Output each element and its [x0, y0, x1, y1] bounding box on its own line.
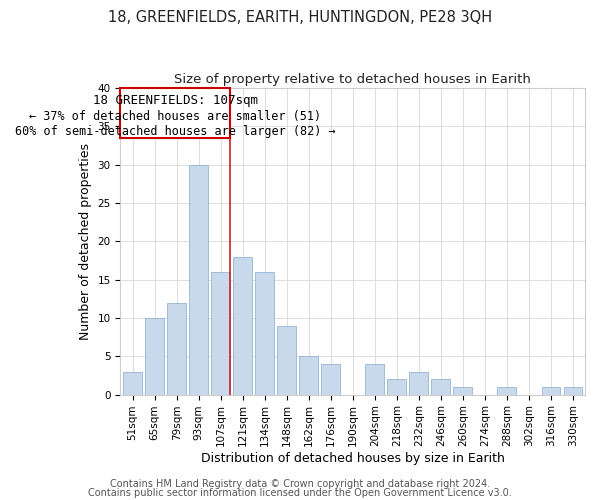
Bar: [454, 387, 472, 394]
Bar: [189, 164, 208, 394]
Text: 60% of semi-detached houses are larger (82) →: 60% of semi-detached houses are larger (…: [15, 125, 335, 138]
Bar: [123, 372, 142, 394]
Bar: [542, 387, 560, 394]
Bar: [256, 272, 274, 394]
Title: Size of property relative to detached houses in Earith: Size of property relative to detached ho…: [175, 72, 531, 86]
Text: ← 37% of detached houses are smaller (51): ← 37% of detached houses are smaller (51…: [29, 110, 322, 122]
Bar: [277, 326, 296, 394]
Bar: [322, 364, 340, 394]
Bar: [145, 318, 164, 394]
Bar: [431, 380, 450, 394]
Y-axis label: Number of detached properties: Number of detached properties: [79, 143, 92, 340]
Text: Contains public sector information licensed under the Open Government Licence v3: Contains public sector information licen…: [88, 488, 512, 498]
Bar: [388, 380, 406, 394]
Text: 18, GREENFIELDS, EARITH, HUNTINGDON, PE28 3QH: 18, GREENFIELDS, EARITH, HUNTINGDON, PE2…: [108, 10, 492, 25]
Bar: [365, 364, 384, 394]
Bar: [497, 387, 516, 394]
Bar: [409, 372, 428, 394]
Text: 18 GREENFIELDS: 107sqm: 18 GREENFIELDS: 107sqm: [93, 94, 258, 107]
Bar: [121, 88, 230, 138]
Bar: [233, 256, 252, 394]
Bar: [211, 272, 230, 394]
Bar: [167, 302, 186, 394]
Text: Contains HM Land Registry data © Crown copyright and database right 2024.: Contains HM Land Registry data © Crown c…: [110, 479, 490, 489]
Bar: [563, 387, 582, 394]
X-axis label: Distribution of detached houses by size in Earith: Distribution of detached houses by size …: [201, 452, 505, 465]
Bar: [299, 356, 318, 395]
